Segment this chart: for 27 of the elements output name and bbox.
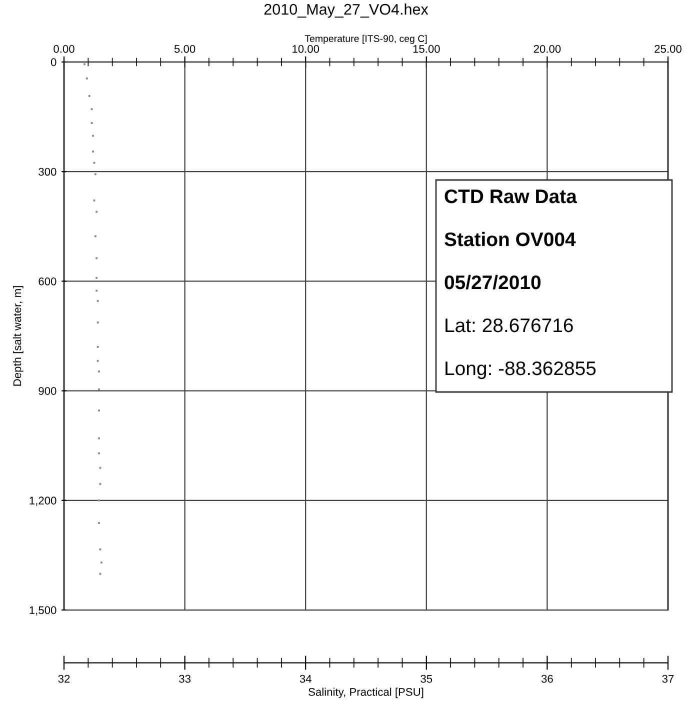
x-tick-label: 35 <box>420 674 432 683</box>
x-axis-title: Salinity, Practical [PSU] <box>308 688 424 698</box>
y-tick-label: 0 <box>50 58 56 66</box>
x2-tick-label: 10.00 <box>292 44 320 53</box>
x2-axis-title: Temperature [ITS-90, ceg C] <box>304 34 427 44</box>
x2-tick-label: 0.00 <box>54 44 74 53</box>
annotation: Lat: 28.676716 <box>446 318 573 332</box>
x-tick-label: 36 <box>541 674 553 683</box>
y-axis-title: Depth [salt water, m] <box>12 286 24 386</box>
chart-title: 2010_May_27_VO4.hex <box>264 4 428 18</box>
y-tick-label: 1,200 <box>30 496 56 506</box>
x-tick-label: 33 <box>179 674 190 683</box>
y-tick-label: 300 <box>38 168 56 176</box>
x-tick-label: 37 <box>662 674 674 683</box>
annotation: Long: -88.362855 <box>446 361 596 380</box>
x-tick-label: 32 <box>58 674 70 683</box>
annotation: Station OV004 <box>444 232 576 246</box>
x2-tick-label: 5.00 <box>174 44 196 53</box>
x-tick-label: 34 <box>300 674 312 683</box>
x2-tick-label: 15.00 <box>413 44 440 53</box>
x2-tick-label: 20.00 <box>534 44 561 53</box>
annotation: CTD Raw Data <box>444 189 578 204</box>
y-tick-label: 1,500 <box>30 606 56 616</box>
y-tick-label: 600 <box>38 277 56 286</box>
annotation: 05/27/2010 <box>444 274 541 290</box>
x2-tick-label: 25.00 <box>654 44 682 53</box>
y-tick-label: 900 <box>38 387 56 395</box>
